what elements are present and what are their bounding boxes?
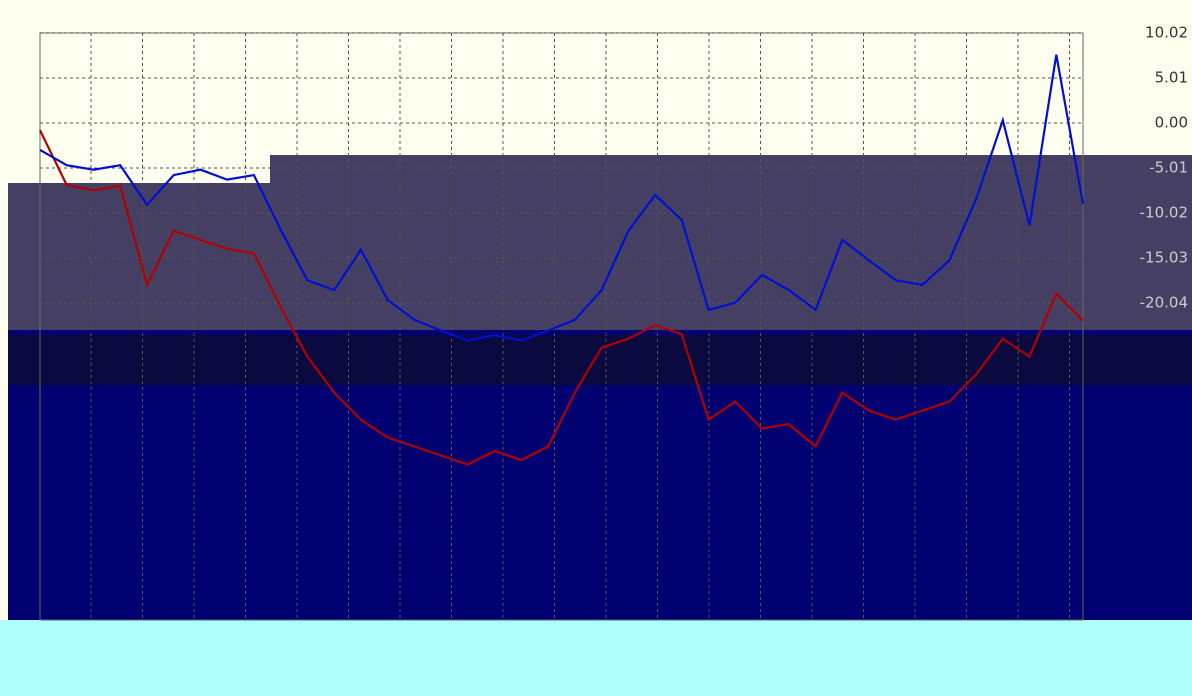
glitch-footer: [0, 620, 1192, 696]
glitch-strip: [8, 335, 1192, 385]
page: {"chart_data": {"type": "line", "x": [0,…: [0, 0, 1192, 696]
y2-tick-label: 10.02: [1145, 23, 1188, 41]
glitch-band: [270, 155, 1192, 335]
glitch-band: [8, 183, 278, 335]
y2-tick-label: -10.02: [1140, 204, 1188, 222]
y2-tick-label: 0.00: [1155, 113, 1188, 131]
screen: 10.02 5.01 0.00 -5.01 -10.02 -15.03 -20.04: [0, 0, 1192, 696]
y2-tick-label: -15.03: [1140, 249, 1188, 267]
y2-tick-label: -5.01: [1149, 158, 1188, 176]
y2-tick-label: -20.04: [1140, 294, 1188, 312]
y2-tick-label: 5.01: [1155, 68, 1188, 86]
